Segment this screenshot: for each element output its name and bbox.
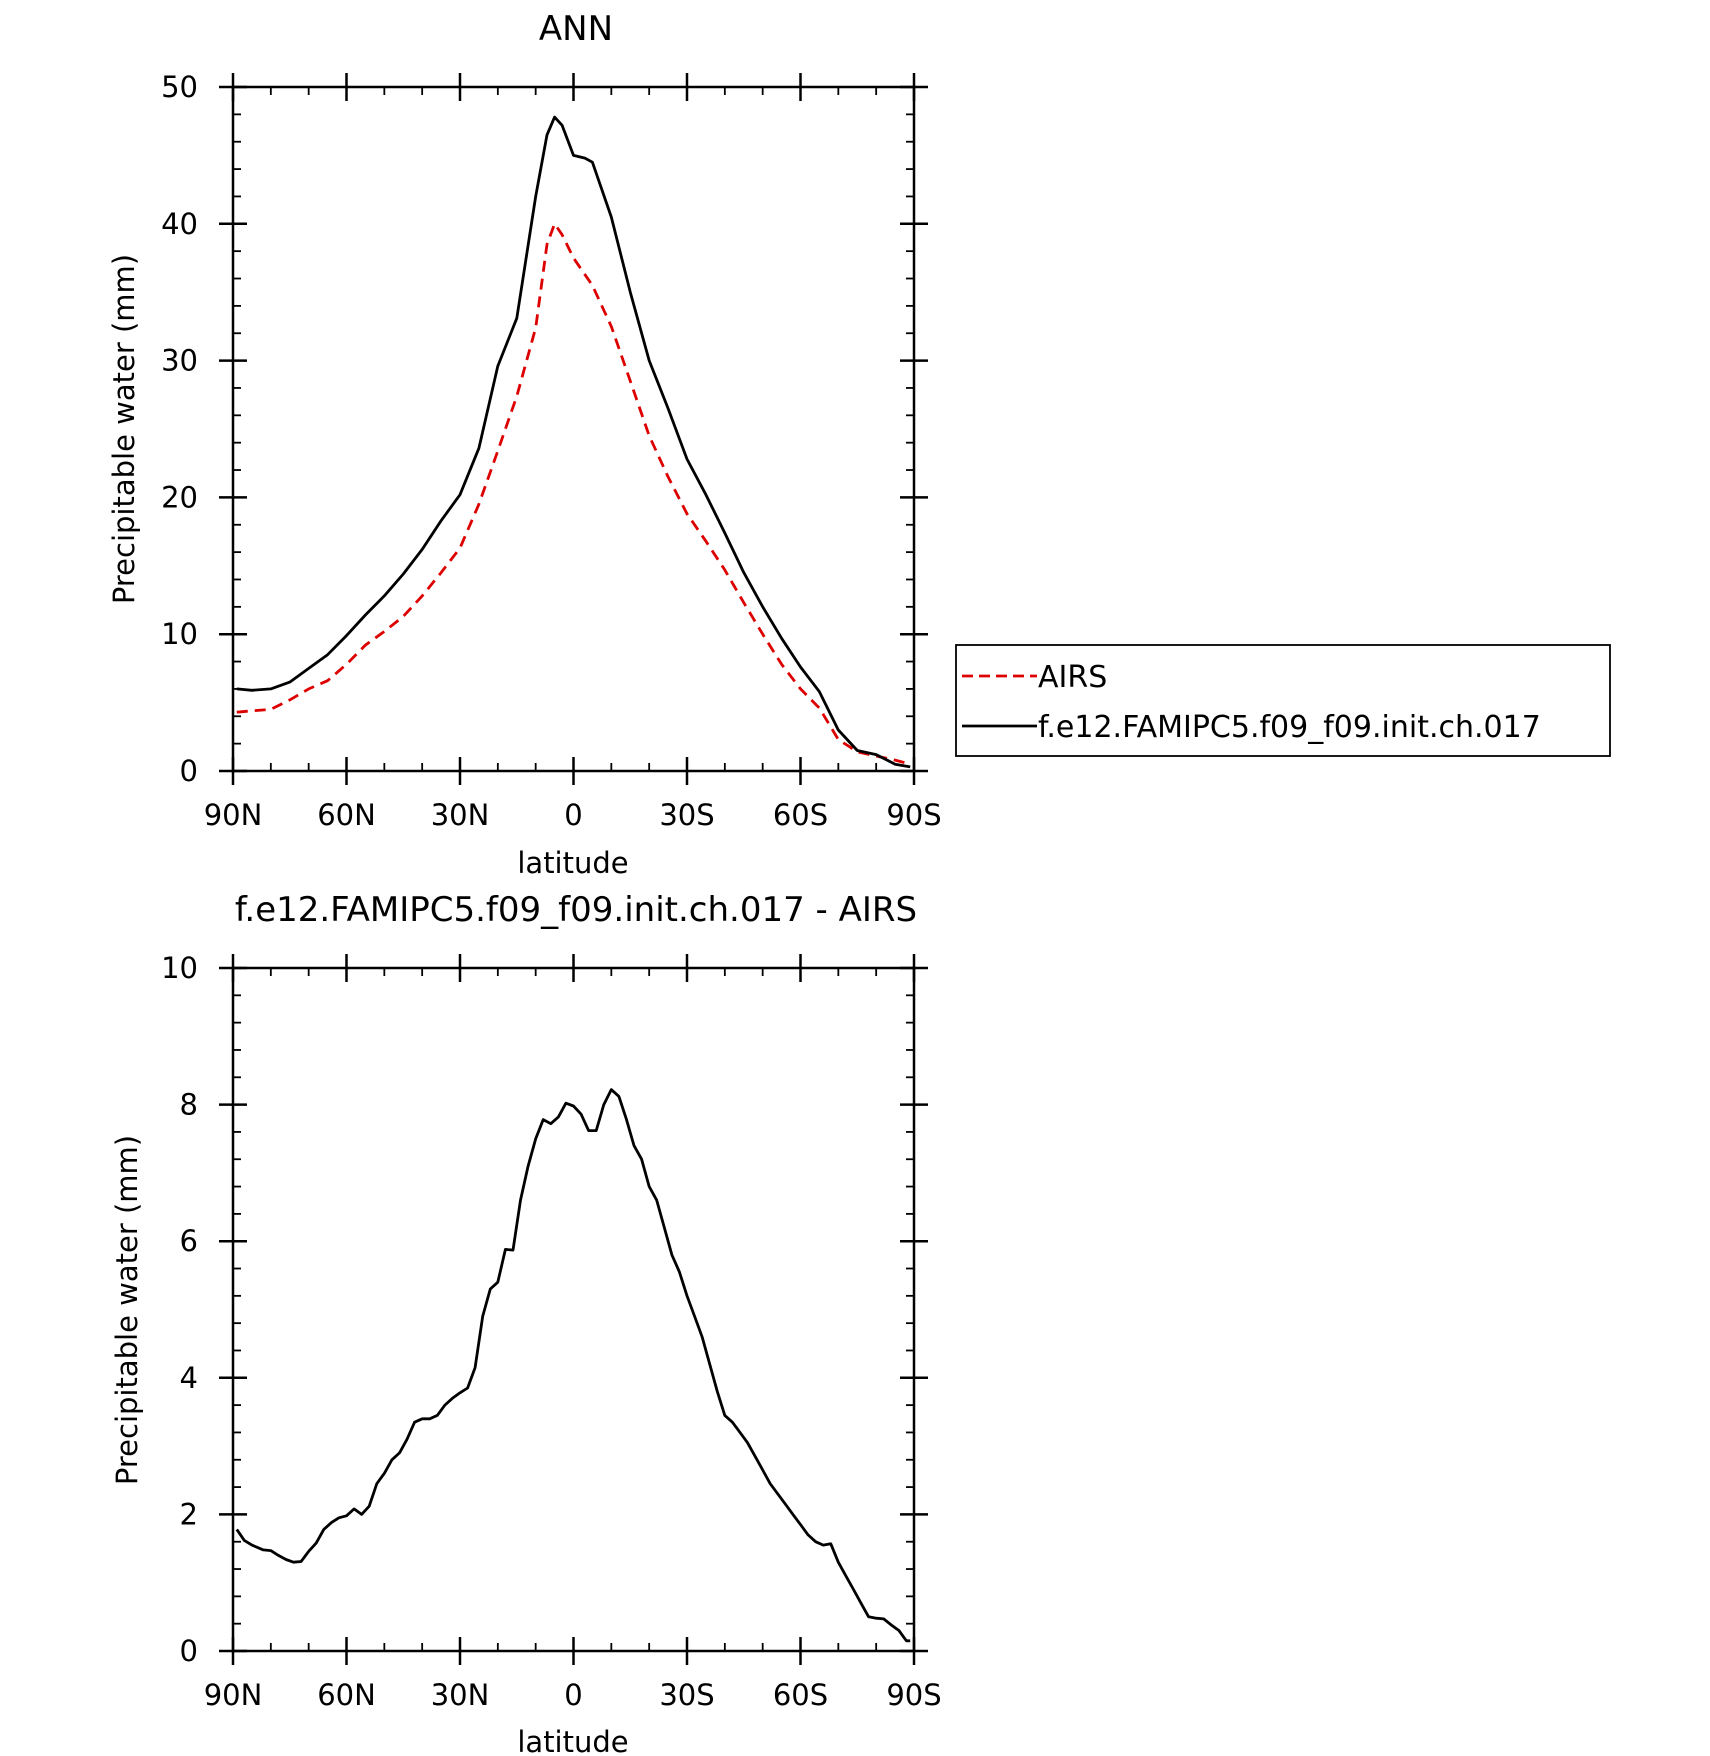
top-y-tick-label: 0 — [180, 754, 198, 788]
bottom-y-tick-label: 4 — [180, 1361, 198, 1395]
bottom-x-tick-label: 60N — [317, 1678, 376, 1712]
top-x-tick-label: 0 — [564, 798, 582, 832]
top-x-tick-label: 60N — [317, 798, 376, 832]
bottom-x-tick-label: 30N — [431, 1678, 490, 1712]
bottom-y-tick-label: 6 — [180, 1224, 198, 1258]
top-y-axis-label: Precipitable water (mm) — [107, 254, 141, 604]
top-x-tick-labels: 90N 60N 30N 0 30S 60S 90S — [204, 798, 942, 832]
top-x-tick-label: 30S — [659, 798, 714, 832]
legend-label-model: f.e12.FAMIPC5.f09_f09.init.ch.017 — [1038, 710, 1541, 745]
top-x-tick-label: 90N — [204, 798, 263, 832]
top-chart-title: ANN — [539, 9, 613, 49]
top-x-tick-label: 90S — [886, 798, 941, 832]
top-y-tick-labels: 0 10 20 30 40 50 — [161, 70, 198, 788]
bottom-axis-ticks — [219, 954, 928, 1665]
bottom-y-tick-labels: 0 2 4 6 8 10 — [161, 951, 198, 1668]
bottom-x-tick-labels: 90N 60N 30N 0 30S 60S 90S — [204, 1678, 942, 1712]
top-y-tick-label: 50 — [161, 70, 198, 104]
bottom-y-tick-label: 0 — [180, 1634, 198, 1668]
bottom-plot-frame — [231, 966, 916, 1653]
bottom-x-axis-label: latitude — [517, 1725, 628, 1756]
top-y-tick-label: 10 — [161, 617, 198, 651]
bottom-series-line-difference — [235, 1088, 911, 1643]
bottom-x-tick-label: 90N — [204, 1678, 263, 1712]
top-series-line-model — [236, 115, 911, 769]
top-y-tick-label: 40 — [161, 207, 198, 241]
bottom-series-lines — [235, 1088, 911, 1643]
bottom-y-tick-label: 2 — [180, 1497, 198, 1531]
bottom-x-tick-label: 60S — [773, 1678, 828, 1712]
top-panel: ANN 90N 60N 30N 0 30S 60S 90S 0 10 20 30 40 50 lati… — [107, 9, 942, 880]
top-x-tick-label: 30N — [431, 798, 490, 832]
top-y-tick-label: 30 — [161, 344, 198, 378]
bottom-y-axis-label: Precipitable water (mm) — [110, 1135, 144, 1485]
top-plot-frame — [231, 85, 916, 773]
top-x-axis-label: latitude — [517, 846, 628, 880]
legend: AIRS f.e12.FAMIPC5.f09_f09.init.ch.017 — [955, 644, 1611, 757]
top-axis-ticks — [219, 73, 928, 785]
bottom-x-tick-label: 0 — [564, 1678, 582, 1712]
bottom-y-tick-label: 10 — [161, 951, 198, 985]
top-y-tick-label: 20 — [161, 480, 198, 514]
legend-label-airs: AIRS — [1038, 660, 1107, 695]
bottom-x-tick-label: 90S — [886, 1678, 941, 1712]
top-series-line-airs — [236, 222, 911, 766]
bottom-panel: f.e12.FAMIPC5.f09_f09.init.ch.017 - AIRS… — [110, 890, 942, 1756]
bottom-chart-title: f.e12.FAMIPC5.f09_f09.init.ch.017 - AIRS — [235, 890, 917, 930]
top-series-lines — [236, 115, 911, 769]
top-x-tick-label: 60S — [773, 798, 828, 832]
bottom-y-tick-label: 8 — [180, 1088, 198, 1122]
bottom-x-tick-label: 30S — [659, 1678, 714, 1712]
legend-box — [955, 644, 1611, 757]
